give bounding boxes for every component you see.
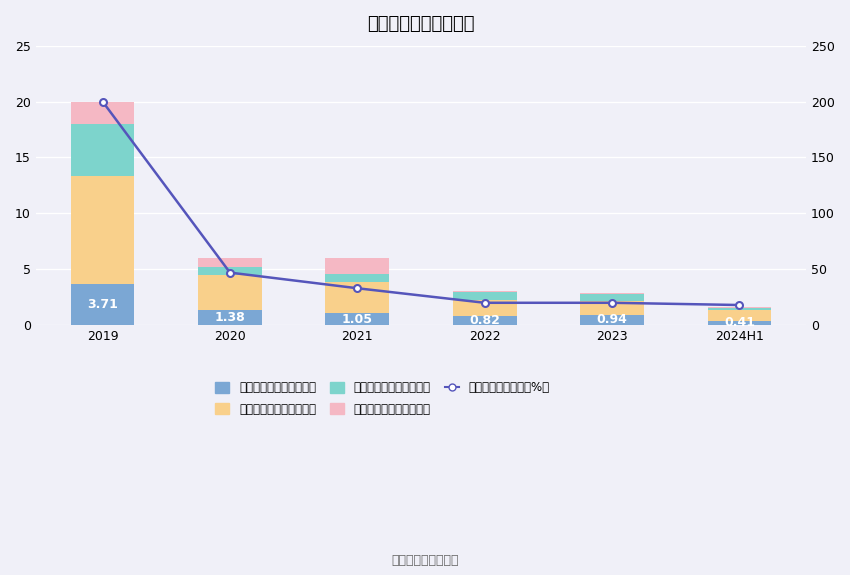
Bar [581,294,644,301]
Bar [198,275,262,310]
Text: 1.05: 1.05 [342,313,373,326]
Bar [326,282,389,313]
Bar [71,283,134,325]
Text: 0.41: 0.41 [724,316,755,329]
Bar [453,291,517,292]
Bar [326,274,389,282]
Bar [581,301,644,315]
Bar [198,310,262,325]
Bar [581,293,644,294]
Bar [71,102,134,124]
Bar [198,258,262,267]
Text: 0.94: 0.94 [597,313,627,327]
Legend: 左轴：销售费用（亿元）, 左轴：管理费用（亿元）, 左轴：财务费用（亿元）, 左轴：研发费用（亿元）, 右轴：期间费用率（%）: 左轴：销售费用（亿元）, 左轴：管理费用（亿元）, 左轴：财务费用（亿元）, 左… [215,381,550,416]
Bar [326,258,389,274]
Bar [71,124,134,177]
Bar [453,316,517,325]
Text: 1.38: 1.38 [214,311,246,324]
Text: 0.82: 0.82 [469,314,500,327]
Bar [198,267,262,275]
Title: 历年期间费用变化情况: 历年期间费用变化情况 [367,15,475,33]
Bar [707,310,771,320]
Bar [707,308,771,311]
Bar [453,300,517,316]
Bar [707,320,771,325]
Bar [453,292,517,300]
Text: 数据来源：恒生聚源: 数据来源：恒生聚源 [391,554,459,566]
Bar [581,315,644,325]
Bar [707,307,771,308]
Text: 3.71: 3.71 [88,298,118,311]
Bar [326,313,389,325]
Bar [71,177,134,283]
